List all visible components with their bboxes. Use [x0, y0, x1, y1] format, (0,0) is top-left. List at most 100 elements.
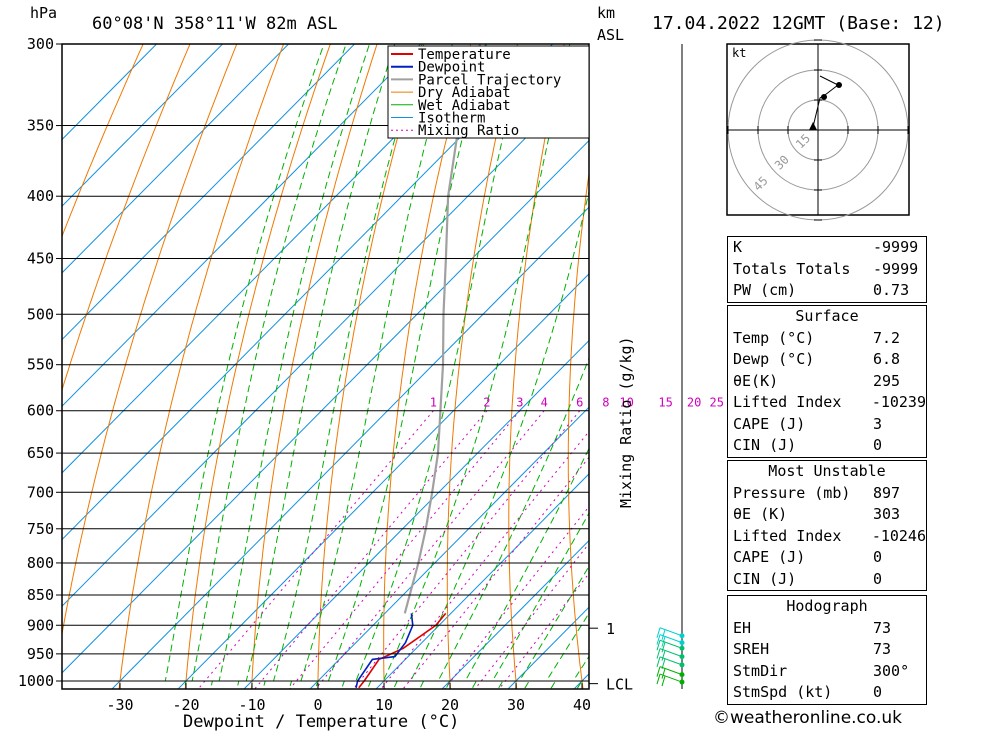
hodograph-point — [836, 82, 842, 88]
legend-label: Parcel Trajectory — [418, 72, 561, 88]
dry-adiabat-line — [184, 44, 331, 689]
k-index-label: K — [733, 238, 743, 256]
pressure-tick-label: 950 — [27, 645, 54, 663]
dry-adiabat-line — [938, 8, 1000, 707]
wind-barb-flag — [661, 650, 666, 661]
wet-adiabat-line — [382, 44, 571, 689]
mixing-ratio-label: 10 — [619, 396, 633, 410]
mu-theta-label: θE (K) — [733, 505, 788, 523]
surface-li-label: Lifted Index — [733, 393, 842, 411]
temperature-line — [358, 612, 447, 689]
wind-point — [679, 662, 685, 668]
wind-barb-flag — [661, 668, 666, 679]
x-tick-label: -20 — [172, 696, 199, 714]
mu-cape-label: CAPE (J) — [733, 548, 806, 566]
legend-label: Mixing Ratio — [418, 123, 519, 139]
surface-li-row: Lifted Index -10239 — [728, 392, 926, 414]
pressure-tick-label: 900 — [27, 616, 54, 634]
surface-dewp-label: Dewp (°C) — [733, 350, 815, 368]
surface-temp-row: Temp (°C) 7.2 — [728, 328, 926, 350]
isotherm-line — [62, 44, 224, 207]
pressure-tick-label: 300 — [27, 35, 54, 53]
surface-theta-label: θE(K) — [733, 371, 779, 390]
dry-adiabat-line — [62, 44, 191, 392]
pressure-tick-label: 550 — [27, 356, 54, 374]
mixing-ratio-line — [474, 542, 589, 689]
wind-barb-flag — [656, 656, 661, 668]
legend-label: Isotherm — [418, 111, 485, 127]
dry-adiabat-line — [508, 44, 565, 689]
wet-adiabat-line — [437, 356, 589, 689]
stmdir-row: StmDir 300° — [728, 661, 926, 683]
most-unstable-title: Most Unstable — [768, 462, 886, 480]
mu-cape-row: CAPE (J) 0 — [728, 547, 926, 569]
mixing-ratio-label: 4 — [541, 396, 548, 410]
stmspd-label: StmSpd (kt) — [733, 683, 833, 701]
stmdir-value: 300° — [873, 661, 910, 680]
legend-label: Wet Adiabat — [418, 98, 511, 114]
sreh-label: SREH — [733, 640, 770, 658]
pressure-tick-label: 800 — [27, 554, 54, 572]
weatheronline-credit[interactable]: ©weatheronline.co.uk — [713, 708, 903, 728]
mu-cin-value: 0 — [873, 569, 883, 588]
stmspd-value: 0 — [873, 683, 883, 701]
wet-adiabat-line — [164, 44, 325, 689]
km-tick-label: 1 — [606, 620, 615, 638]
pressure-tick-label: 350 — [27, 117, 54, 135]
wind-barb — [659, 639, 683, 649]
surface-dewp-value: 6.8 — [873, 350, 901, 368]
mu-theta-value: 303 — [873, 505, 901, 523]
eh-value: 73 — [873, 618, 892, 637]
mu-pressure-label: Pressure (mb) — [733, 483, 851, 502]
mixing-ratio-line — [314, 410, 545, 689]
wet-adiabat-line — [355, 44, 526, 689]
wind-barb-flag — [661, 629, 666, 640]
hodograph-table: Hodograph EH 73 SREH 73 StmDir 300° StmSpd … — [727, 595, 927, 705]
wind-barb — [659, 634, 683, 644]
surface-theta-value: 295 — [873, 371, 901, 390]
wind-barb-flag — [656, 627, 661, 638]
surface-cape-row: CAPE (J) 3 — [728, 414, 926, 436]
totals-totals-label: Totals Totals — [733, 259, 851, 278]
pressure-tick-label: 450 — [27, 250, 54, 268]
surface-table: Surface Temp (°C) 7.2 Dewp (°C) 6.8 θE(K) 2… — [727, 305, 927, 458]
stmdir-label: StmDir — [733, 661, 788, 680]
wind-barb-flag — [661, 675, 666, 687]
dewpoint-line — [355, 613, 414, 688]
mu-cin-label: CIN (J) — [733, 569, 797, 588]
dry-adiabat-line — [251, 44, 378, 689]
pressure-tick-label: 500 — [27, 305, 54, 323]
wet-adiabat-line — [545, 612, 589, 689]
wet-adiabat-line — [518, 565, 589, 689]
isotherm-line — [62, 44, 290, 274]
k-index-value: -9999 — [873, 238, 919, 256]
wind-barb — [659, 648, 683, 658]
wind-barb-flag — [656, 673, 661, 685]
hodograph-point — [821, 94, 827, 100]
mixing-ratio-label: 15 — [658, 396, 672, 410]
x-axis-label: Dewpoint / Temperature (°C) — [183, 712, 459, 732]
wind-point — [679, 654, 685, 660]
wind-point — [679, 633, 685, 639]
wind-barb-flag — [656, 640, 661, 651]
pw-row: PW (cm) 0.73 — [728, 280, 926, 302]
datetime-title: 17.04.2022 12GMT (Base: 12) — [652, 13, 945, 34]
wind-barb-flag — [656, 634, 661, 645]
pressure-tick-label: 1000 — [18, 672, 54, 690]
dry-adiabat-line — [446, 44, 519, 689]
dry-adiabat-line — [985, 8, 1000, 707]
most-unstable-table: Most Unstable Pressure (mb) 897 θE (K) 303… — [727, 460, 927, 591]
mixing-ratio-label: 6 — [576, 396, 583, 410]
dry-adiabat-line — [317, 44, 425, 689]
mixing-ratio-line — [402, 456, 589, 689]
dry-adiabat-line — [118, 44, 285, 689]
legend-box — [387, 45, 590, 139]
legend-label: Dewpoint — [418, 60, 485, 76]
mixing-ratio-line — [352, 410, 581, 689]
wind-point — [679, 645, 685, 651]
hodograph-table-title: Hodograph — [786, 597, 868, 615]
totals-totals-value: -9999 — [873, 259, 919, 278]
isotherm-line — [62, 44, 356, 341]
